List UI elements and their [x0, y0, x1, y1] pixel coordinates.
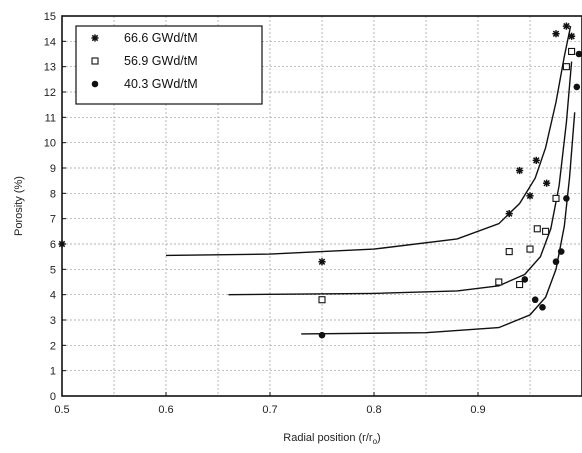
filled-circle-marker	[552, 258, 560, 266]
legend: 66.6 GWd/tM 56.9 GWd/tM 40.3 GWd/tM	[75, 25, 263, 105]
asterisk-marker	[568, 32, 576, 40]
asterisk-stroke	[563, 22, 570, 30]
open-square-marker	[495, 278, 503, 286]
asterisk-stroke	[318, 258, 326, 265]
y-tick-label: 2	[50, 340, 56, 352]
y-tick-label: 7	[50, 214, 56, 226]
fit-curve-series-3	[301, 112, 576, 335]
asterisk-marker	[91, 34, 99, 42]
x-tick-label: 0.6	[158, 404, 173, 416]
x-axis-label: Radial position (r/ro)	[283, 432, 380, 446]
y-tick-label: 12	[44, 87, 56, 99]
asterisk-marker	[516, 166, 524, 175]
asterisk-marker	[562, 22, 570, 30]
fit-curve-series-2	[228, 61, 573, 296]
y-axis-label: Porosity (%)	[13, 176, 25, 236]
asterisk-marker	[526, 192, 534, 200]
filled-circle-marker	[539, 304, 546, 311]
open-square-marker	[318, 296, 326, 304]
asterisk-stroke	[543, 179, 550, 187]
points-series-2	[318, 47, 576, 304]
y-tick-label: 11	[45, 112, 56, 124]
legend-box	[75, 25, 263, 105]
filled-circle-marker	[531, 296, 539, 304]
open-square-marker	[516, 280, 524, 289]
x-tick-label: 0.8	[366, 404, 381, 416]
open-square-marker	[552, 194, 560, 202]
y-tick-label: 14	[44, 36, 56, 48]
y-tick-label: 1	[50, 366, 56, 378]
asterisk-marker	[543, 179, 551, 187]
legend-label: 56.9 GWd/tM	[124, 54, 198, 68]
legend-item: 56.9 GWd/tM	[91, 54, 198, 68]
filled-circle-marker	[521, 276, 529, 283]
asterisk-stroke	[568, 33, 575, 40]
filled-circle-marker	[573, 83, 581, 91]
asterisk-marker	[532, 156, 540, 164]
open-square-marker	[505, 248, 513, 256]
grid-lines	[61, 15, 582, 397]
x-axis-label-main: Radial position (r/r	[283, 432, 373, 444]
x-axis-label-sub: o	[373, 437, 378, 446]
points-series-3	[318, 50, 582, 339]
asterisk-marker	[318, 258, 326, 266]
x-tick-label: 0.9	[470, 404, 485, 416]
y-tick-label: 10	[44, 138, 56, 150]
legend-item: 40.3 GWd/tM	[91, 77, 198, 91]
y-tick-label: 8	[50, 188, 56, 200]
open-square-marker	[526, 245, 534, 253]
y-tick-label: 9	[50, 163, 56, 175]
filled-circle-marker	[557, 248, 565, 255]
legend-item: 66.6 GWd/tM	[91, 31, 198, 45]
x-tick-label: 0.5	[54, 404, 69, 416]
filled-circle-marker	[318, 331, 326, 339]
x-axis-label-end: )	[377, 432, 381, 444]
asterisk-stroke	[526, 192, 534, 200]
open-square-marker	[562, 63, 570, 71]
filled-circle-marker	[91, 80, 99, 88]
fit-curve-series-1	[165, 25, 572, 257]
asterisk-stroke	[516, 167, 523, 174]
x-tick-label: 0.7	[262, 404, 277, 416]
y-tick-label: 3	[50, 315, 56, 327]
y-tick-label: 6	[50, 239, 56, 251]
legend-label: 66.6 GWd/tM	[124, 31, 198, 45]
asterisk-stroke	[533, 157, 540, 164]
y-tick-label: 15	[44, 11, 56, 23]
filled-circle-marker	[575, 50, 582, 58]
y-tick-label: 13	[44, 62, 56, 74]
fit-curves	[165, 25, 576, 335]
asterisk-stroke	[552, 30, 560, 37]
asterisk-stroke	[505, 210, 513, 217]
open-square-marker	[568, 47, 576, 56]
asterisk-marker	[552, 30, 560, 38]
open-square-marker	[91, 57, 99, 65]
data-points	[58, 22, 582, 339]
y-tick-label: 5	[50, 264, 56, 276]
asterisk-stroke	[91, 34, 99, 42]
legend-label: 40.3 GWd/tM	[124, 77, 198, 91]
plot-frame	[61, 15, 582, 397]
open-square-marker	[533, 225, 541, 233]
asterisk-marker	[505, 210, 513, 218]
open-square-marker	[542, 227, 550, 235]
y-tick-label: 4	[50, 290, 56, 302]
filled-circle-marker	[563, 195, 570, 202]
y-tick-label: 0	[50, 391, 56, 403]
